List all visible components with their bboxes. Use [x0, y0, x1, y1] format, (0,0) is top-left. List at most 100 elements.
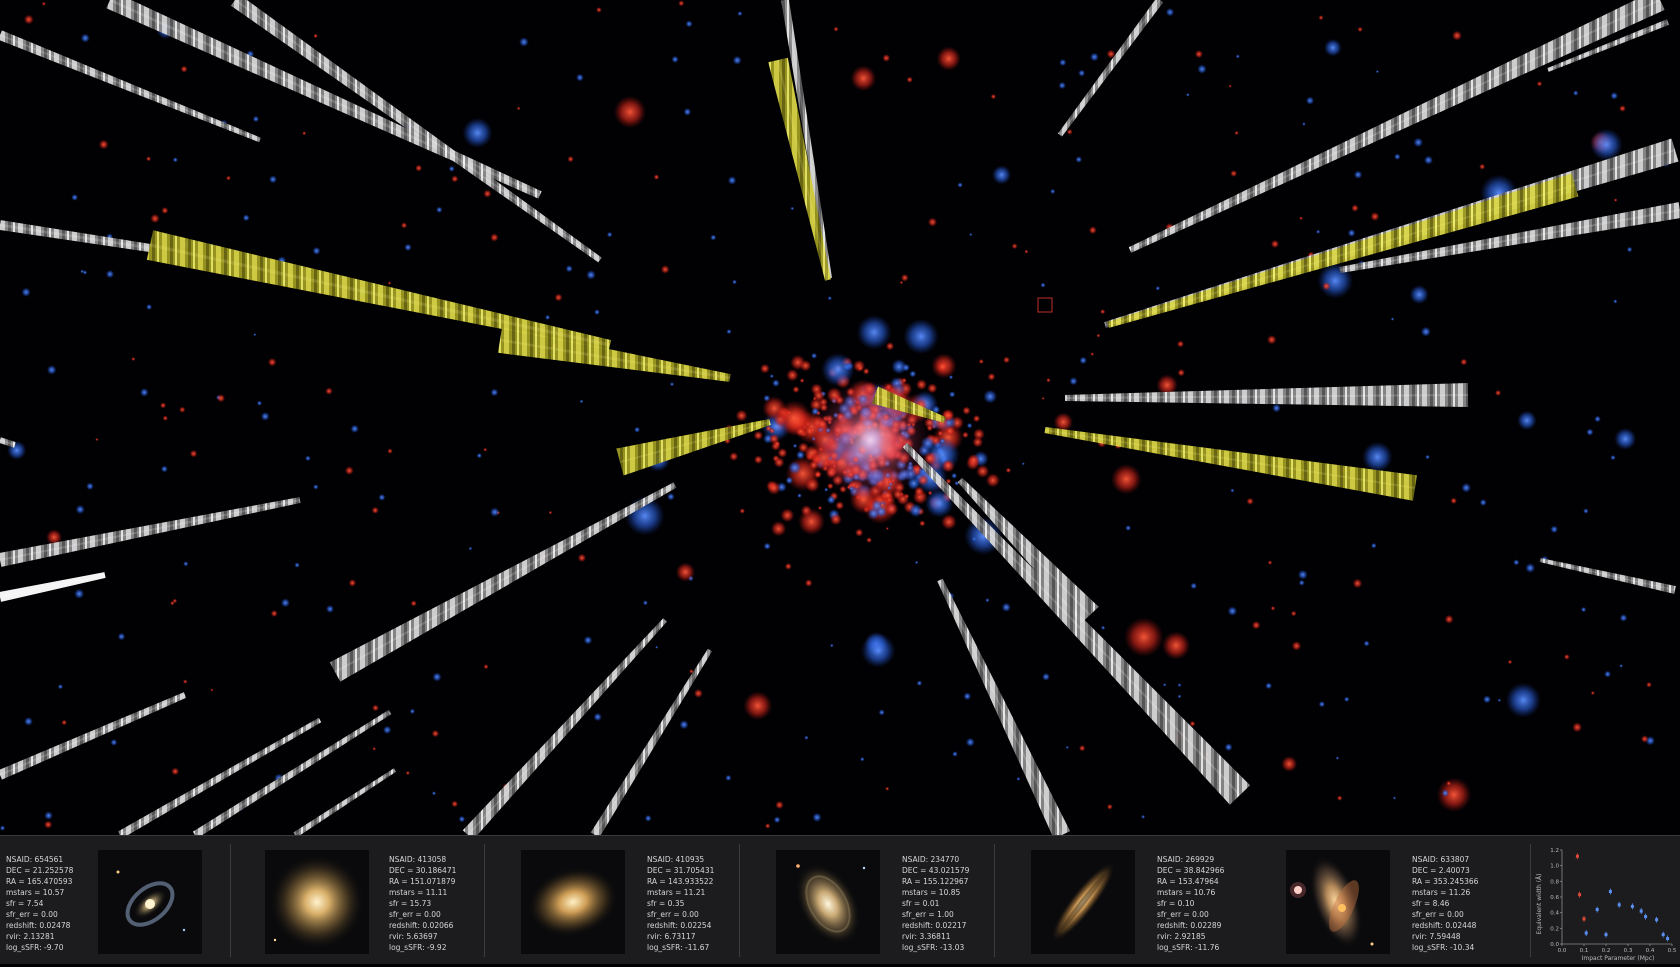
red-galaxy-point — [483, 190, 491, 198]
edge-on-galaxy-image[interactable] — [1031, 850, 1135, 954]
red-galaxy-point — [484, 664, 489, 669]
blue-galaxy-point — [269, 175, 277, 183]
blue-galaxy-point — [1364, 641, 1370, 647]
elliptical-galaxy-image[interactable] — [265, 850, 369, 954]
absorber-sightline[interactable] — [147, 230, 611, 350]
blue-galaxy-point — [86, 483, 94, 491]
blue-galaxy-point — [1525, 563, 1535, 573]
quasar-sightline[interactable] — [293, 768, 396, 835]
blue-galaxy-point — [586, 270, 596, 280]
quasar-sightline[interactable] — [1129, 0, 1665, 253]
nsaid-label: NSAID: 654561 — [6, 854, 73, 865]
blue-galaxy-point — [1017, 777, 1021, 781]
blue-galaxy-point — [1163, 683, 1166, 686]
blue-galaxy-point — [1425, 455, 1430, 460]
plot-y-tick-label: 0.2 — [1550, 926, 1559, 932]
galaxy-card[interactable]: NSAID: 654561 DEC = 21.252578 RA = 165.4… — [0, 836, 230, 965]
red-galaxy-point — [855, 529, 863, 537]
plot-y-axis-label: Equivalent width (Å) — [1536, 874, 1543, 935]
quasar-sightline[interactable] — [0, 572, 106, 602]
blue-galaxy-point — [1376, 70, 1379, 73]
ra-label: RA = 143.933522 — [647, 876, 714, 887]
quasar-sightline[interactable] — [0, 497, 301, 567]
card-divider — [1530, 844, 1531, 957]
blue-galaxy-point — [1040, 283, 1045, 288]
red-galaxy-point — [765, 823, 770, 828]
galaxy-card[interactable]: NSAID: 413058 DEC = 30.186471 RA = 151.0… — [231, 836, 484, 965]
blue-galaxy-point — [796, 451, 805, 460]
lenticular-galaxy-image[interactable] — [776, 850, 880, 954]
plot-y-tick-label: 0.4 — [1550, 911, 1559, 917]
red-galaxy-point — [785, 563, 792, 570]
galaxy-card[interactable]: NSAID: 234770 DEC = 43.021579 RA = 155.1… — [740, 836, 994, 965]
blue-galaxy-point — [1178, 695, 1182, 699]
red-galaxy-point — [160, 402, 166, 408]
blue-galaxy-point — [294, 562, 299, 567]
red-galaxy-point — [483, 448, 487, 452]
red-data-point — [1578, 893, 1581, 896]
log-ssfr-label: log_sSFR: -9.70 — [6, 942, 73, 953]
red-galaxy-point — [979, 359, 984, 364]
blue-galaxy-point — [1076, 156, 1083, 163]
red-galaxy-point — [596, 7, 602, 13]
mstars-label: mstars = 11.11 — [389, 887, 456, 898]
blue-galaxy-point — [1461, 483, 1471, 493]
red-galaxy-point — [800, 360, 811, 371]
red-galaxy-point — [1235, 131, 1239, 135]
plot-x-tick-label: 0.2 — [1602, 948, 1611, 954]
blue-galaxy-point — [378, 494, 385, 501]
rvir-label: rvir: 7.59448 — [1412, 931, 1478, 942]
red-galaxy-point — [1641, 735, 1649, 743]
quasar-sightline[interactable] — [0, 692, 186, 779]
red-galaxy-point — [902, 378, 907, 383]
blue-galaxy-point — [1336, 756, 1339, 759]
blue-galaxy-point — [326, 605, 334, 613]
red-galaxy-point — [796, 426, 807, 437]
red-galaxy-point — [163, 416, 168, 421]
red-galaxy-point — [1445, 615, 1454, 624]
galaxy-card[interactable]: NSAID: 269929 DEC = 38.842966 RA = 153.4… — [995, 836, 1274, 965]
blue-galaxy-point — [733, 56, 742, 65]
red-galaxy-point — [1353, 579, 1363, 589]
red-galaxy-point — [769, 428, 775, 434]
blue-galaxy-point — [827, 495, 836, 504]
blue-galaxy-point — [173, 157, 178, 162]
blue-galaxy-point — [404, 244, 411, 251]
blue-galaxy-point — [963, 692, 971, 700]
blue-galaxy-point — [985, 598, 989, 602]
plot-y-tick-label: 1.0 — [1550, 864, 1559, 870]
quasar-sightline[interactable] — [1540, 558, 1676, 594]
blue-galaxy-point — [634, 427, 640, 433]
blue-data-point — [1596, 908, 1599, 911]
blue-data-point — [1655, 918, 1658, 921]
sfr-err-label: sfr_err = 0.00 — [647, 909, 714, 920]
red-galaxy-point — [938, 431, 943, 436]
red-galaxy-point — [774, 440, 781, 447]
red-galaxy-point — [914, 486, 924, 496]
mstars-label: mstars = 11.26 — [1412, 887, 1478, 898]
quasar-sightline[interactable] — [231, 0, 602, 262]
sfr-label: sfr = 0.10 — [1157, 898, 1224, 909]
red-galaxy-point — [372, 705, 379, 712]
red-galaxy-point — [1508, 660, 1512, 664]
barred-spiral-galaxy-image[interactable] — [98, 850, 202, 954]
blue-galaxy-point — [1190, 583, 1197, 590]
plot-x-tick-label: 0.0 — [1558, 948, 1567, 954]
3d-sightline-viewport[interactable] — [0, 0, 1680, 835]
blue-galaxy-point — [1298, 570, 1308, 580]
elliptical-galaxy-image[interactable] — [521, 850, 625, 954]
galaxy-cluster-scene[interactable] — [0, 0, 1680, 835]
blue-galaxy-point — [1324, 39, 1342, 57]
sightline-highlight — [150, 245, 610, 345]
galaxy-card[interactable]: NSAID: 633807 DEC = 2.40073 RA = 353.245… — [1274, 836, 1530, 965]
galaxy-card[interactable]: NSAID: 410935 DEC = 31.705431 RA = 143.9… — [485, 836, 739, 965]
blue-galaxy-point — [1480, 499, 1487, 506]
plot-y-tick-label: 1.2 — [1550, 848, 1559, 854]
blue-galaxy-point — [1236, 54, 1240, 58]
red-galaxy-point — [818, 506, 822, 510]
blue-galaxy-point — [44, 811, 53, 820]
red-galaxy-point — [161, 207, 168, 214]
merging-galaxy-image[interactable] — [1286, 850, 1390, 954]
galaxy-properties: NSAID: 413058 DEC = 30.186471 RA = 151.0… — [389, 854, 456, 953]
